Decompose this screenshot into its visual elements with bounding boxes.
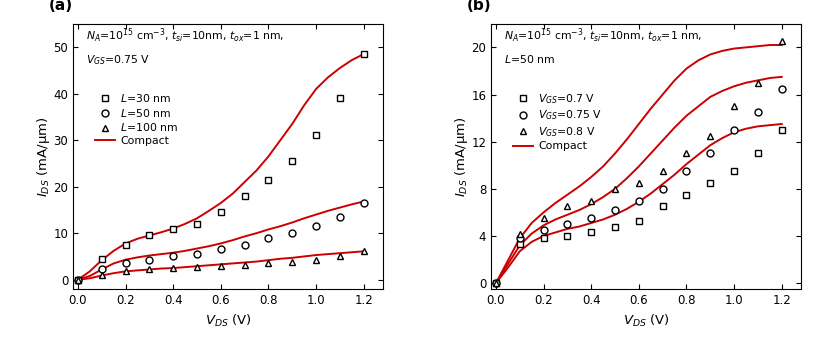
X-axis label: $V_{DS}$ (V): $V_{DS}$ (V) (205, 312, 251, 328)
Text: $V_{GS}$=0.75 V: $V_{GS}$=0.75 V (85, 53, 150, 67)
X-axis label: $V_{DS}$ (V): $V_{DS}$ (V) (623, 312, 669, 328)
Text: $N_A$=10$^{15}$ cm$^{-3}$, $t_{si}$=10nm, $t_{ox}$=1 nm,: $N_A$=10$^{15}$ cm$^{-3}$, $t_{si}$=10nm… (85, 27, 284, 45)
Text: (a): (a) (49, 0, 72, 13)
Text: $N_A$=10$^{15}$ cm$^{-3}$, $t_{si}$=10nm, $t_{ox}$=1 nm,: $N_A$=10$^{15}$ cm$^{-3}$, $t_{si}$=10nm… (503, 27, 702, 45)
Y-axis label: $I_{DS}$ (mA/μm): $I_{DS}$ (mA/μm) (35, 116, 52, 197)
Y-axis label: $I_{DS}$ (mA/μm): $I_{DS}$ (mA/μm) (453, 116, 470, 197)
Legend: $L$=30 nm, $L$=50 nm, $L$=100 nm, Compact: $L$=30 nm, $L$=50 nm, $L$=100 nm, Compac… (91, 88, 183, 150)
Text: $L$=50 nm: $L$=50 nm (503, 53, 554, 65)
Legend: $V_{GS}$=0.7 V, $V_{GS}$=0.75 V, $V_{GS}$=0.8 V, Compact: $V_{GS}$=0.7 V, $V_{GS}$=0.75 V, $V_{GS}… (509, 88, 606, 156)
Text: (b): (b) (467, 0, 491, 13)
